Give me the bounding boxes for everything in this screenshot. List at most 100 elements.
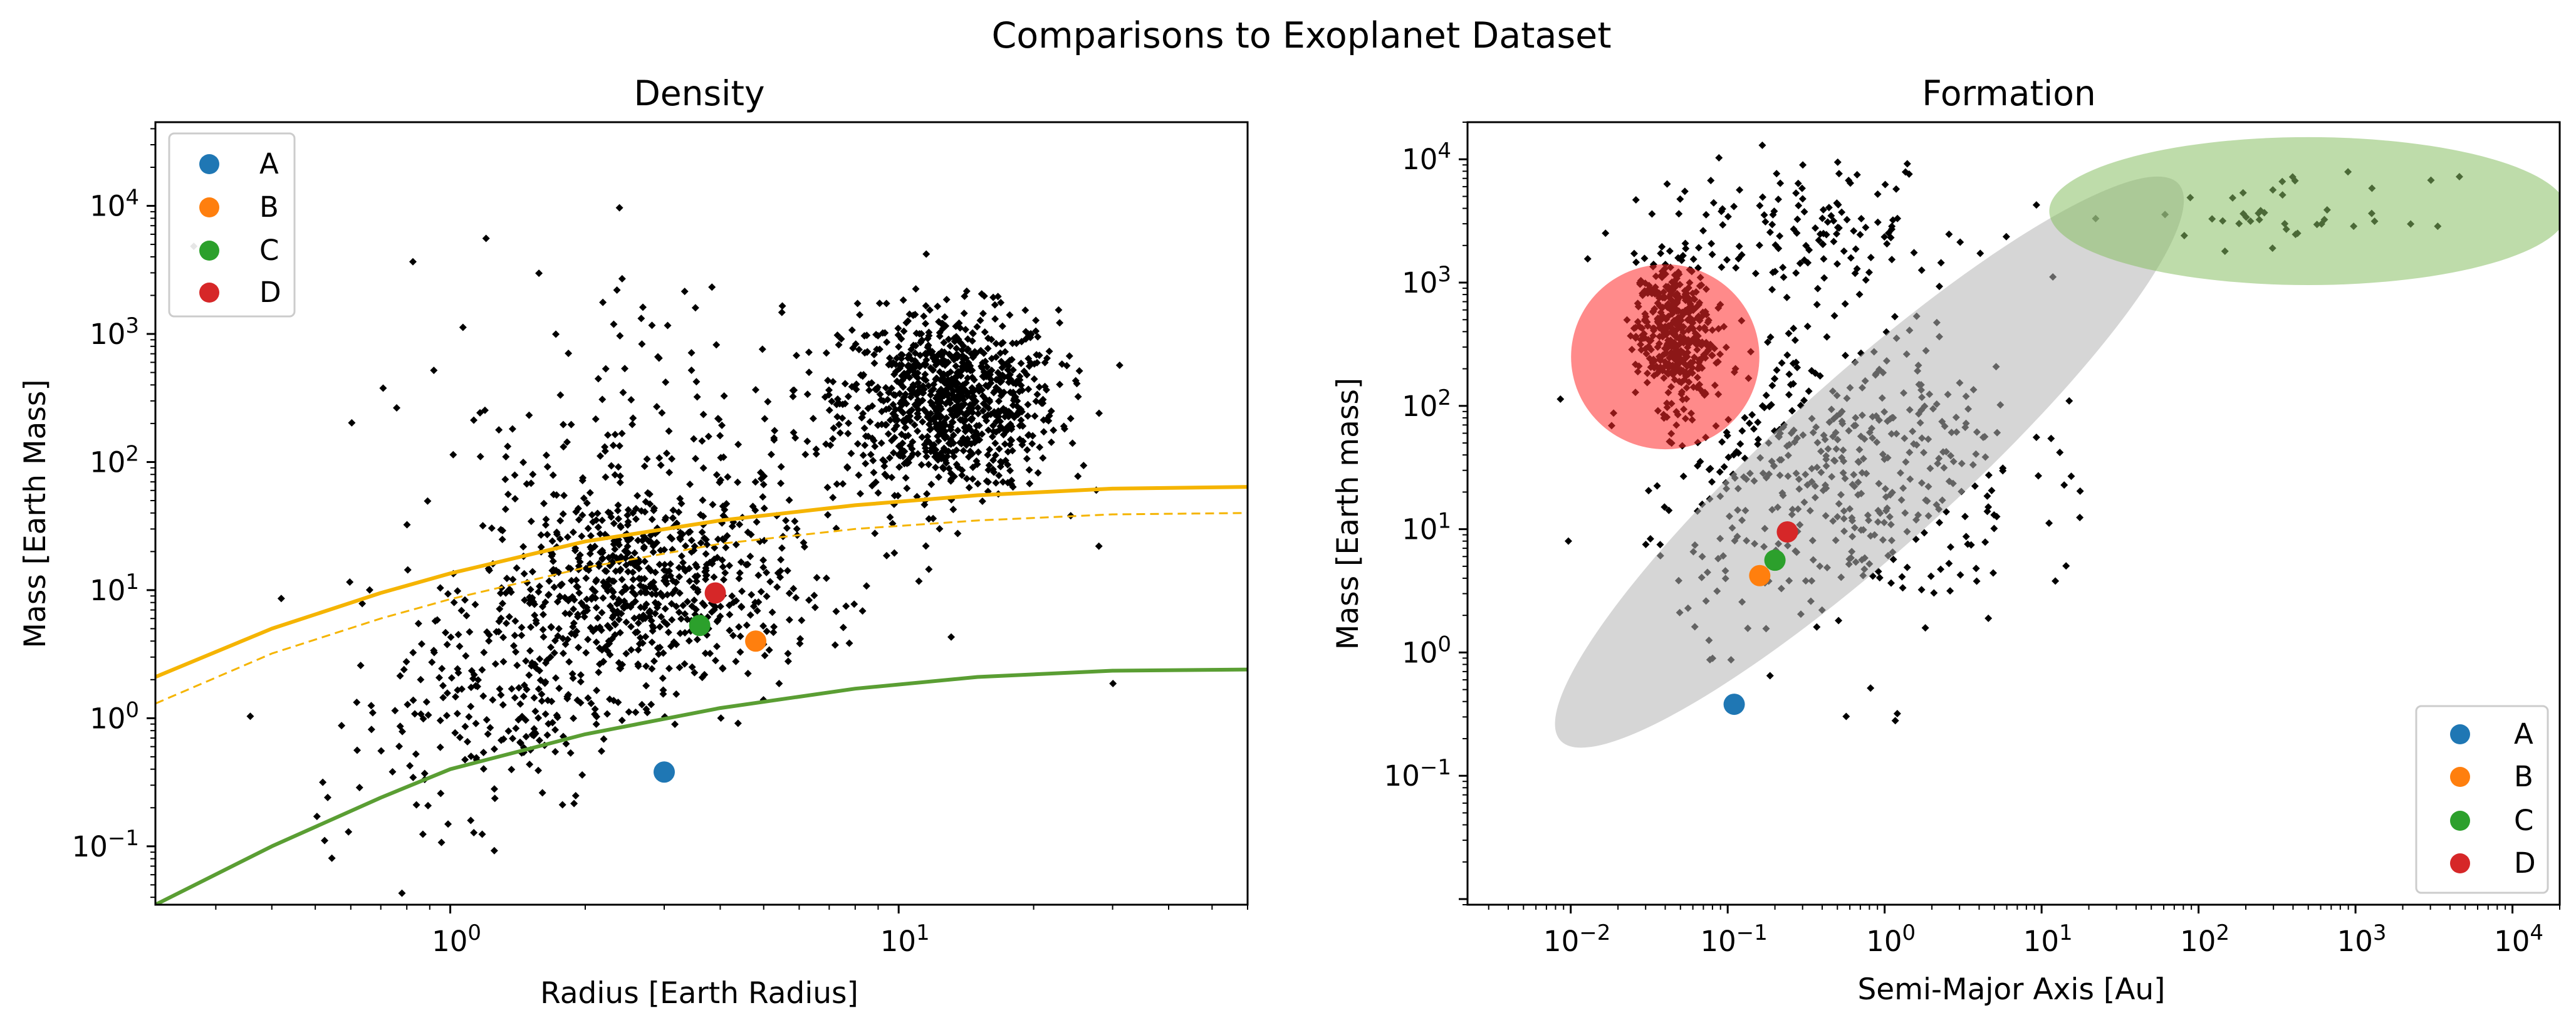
formation-dataset-point <box>1973 577 1981 585</box>
formation-dataset-point <box>1785 370 1793 378</box>
density-dataset-point <box>409 696 417 704</box>
density-dataset-point <box>761 415 769 423</box>
density-dataset-point <box>720 536 728 544</box>
density-dataset-point <box>925 328 933 336</box>
density-dataset-point <box>1024 412 1032 420</box>
formation-dataset-point <box>1694 244 1703 252</box>
density-dataset-point <box>447 633 455 642</box>
density-dataset-point <box>628 420 636 429</box>
density-dataset-point <box>759 622 768 630</box>
density-dataset-point <box>978 364 986 372</box>
density-dataset-point <box>891 391 899 399</box>
density-dataset-point <box>903 484 911 492</box>
formation-title: Formation <box>1922 73 2096 113</box>
density-dataset-point <box>643 455 651 463</box>
density-dataset-point <box>687 536 696 544</box>
density-dataset-point <box>976 436 984 444</box>
density-dataset-point <box>828 397 836 405</box>
density-dataset-point <box>609 611 617 620</box>
formation-dataset-point <box>1856 231 1864 239</box>
formation-dataset-point <box>1835 617 1843 625</box>
density-dataset-point <box>999 478 1007 486</box>
density-dataset-point <box>719 563 727 571</box>
density-dataset-point <box>839 480 847 488</box>
formation-dataset-point <box>1708 478 1716 486</box>
density-dataset-point <box>978 430 986 438</box>
density-dataset-point <box>357 662 365 670</box>
density-dataset-point <box>246 712 254 721</box>
density-dataset-point <box>1009 397 1018 405</box>
density-dataset-point <box>751 506 759 514</box>
density-dataset-point <box>485 637 493 645</box>
density-dataset-point <box>621 547 629 555</box>
density-dataset-point <box>712 471 721 479</box>
density-dataset-point <box>860 332 868 340</box>
density-dataset-point <box>436 716 444 724</box>
density-dataset-point <box>996 417 1004 425</box>
density-dataset-point <box>1001 348 1009 356</box>
density-dataset-point <box>952 362 960 370</box>
density-dataset-point <box>1017 360 1025 368</box>
density-dataset-point <box>964 360 973 368</box>
formation-dataset-point <box>1790 325 1798 333</box>
density-dataset-point <box>611 471 619 479</box>
density-dataset-point <box>962 379 970 387</box>
density-dataset-point <box>504 727 513 735</box>
density-dataset-point <box>770 436 778 444</box>
density-dataset-point <box>627 623 635 631</box>
density-dataset-point <box>960 310 968 318</box>
density-dataset-point <box>1032 397 1040 405</box>
density-dataset-point <box>929 514 937 523</box>
density-dataset-point <box>713 642 721 650</box>
formation-dataset-point <box>1865 268 1873 276</box>
formation-dataset-point <box>1803 322 1812 330</box>
density-dataset-point <box>559 649 567 657</box>
formation-dataset-point <box>1774 195 1782 204</box>
density-dataset-point <box>1023 455 1031 463</box>
density-dataset-point <box>666 533 674 541</box>
density-dataset-point <box>433 616 441 624</box>
density-dataset-point <box>915 577 923 585</box>
density-dataset-point <box>918 388 926 397</box>
density-dataset-point <box>969 432 978 440</box>
density-dataset-point <box>563 533 571 541</box>
formation-dataset-point <box>1709 199 1718 207</box>
density-dataset-point <box>956 324 964 332</box>
density-dataset-point <box>518 632 526 640</box>
formation-dataset-point <box>1724 453 1733 461</box>
formation-tick-label: 10−2 <box>1543 920 1610 958</box>
density-dataset-point <box>746 611 754 619</box>
density-dataset-point <box>616 628 624 637</box>
density-dataset-point <box>659 592 667 600</box>
density-dataset-point <box>991 451 999 459</box>
density-dataset-point <box>527 623 535 631</box>
density-dataset-point <box>785 616 793 624</box>
density-dataset-point <box>1017 416 1025 424</box>
density-dataset-point <box>632 628 640 637</box>
formation-dataset-point <box>1730 202 1738 211</box>
density-dataset-point <box>990 468 998 476</box>
density-dataset-point <box>947 633 955 641</box>
density-dataset-point <box>598 546 607 554</box>
density-tick-label: 103 <box>90 313 139 351</box>
density-dataset-point <box>512 724 520 732</box>
density-dataset-point <box>757 588 765 596</box>
density-dataset-point <box>998 424 1006 432</box>
density-dataset-point <box>759 563 768 571</box>
density-dataset-point <box>618 429 626 437</box>
density-dataset-point <box>917 338 925 346</box>
density-dataset-point <box>1031 412 1039 420</box>
density-dataset-point <box>556 391 565 399</box>
density-dataset-point <box>1055 306 1063 314</box>
density-legend-marker-d <box>199 283 219 303</box>
formation-legend-label-b: B <box>2514 760 2533 793</box>
formation-dataset-point <box>1734 254 1743 263</box>
density-dataset-point <box>522 657 530 665</box>
density-dataset-point <box>660 618 668 626</box>
formation-dataset-point <box>1773 366 1781 374</box>
density-point-d <box>704 582 726 604</box>
density-dataset-point <box>1006 375 1014 383</box>
density-dataset-point <box>609 441 617 449</box>
density-dataset-point <box>498 600 506 608</box>
density-dataset-point <box>505 613 513 621</box>
